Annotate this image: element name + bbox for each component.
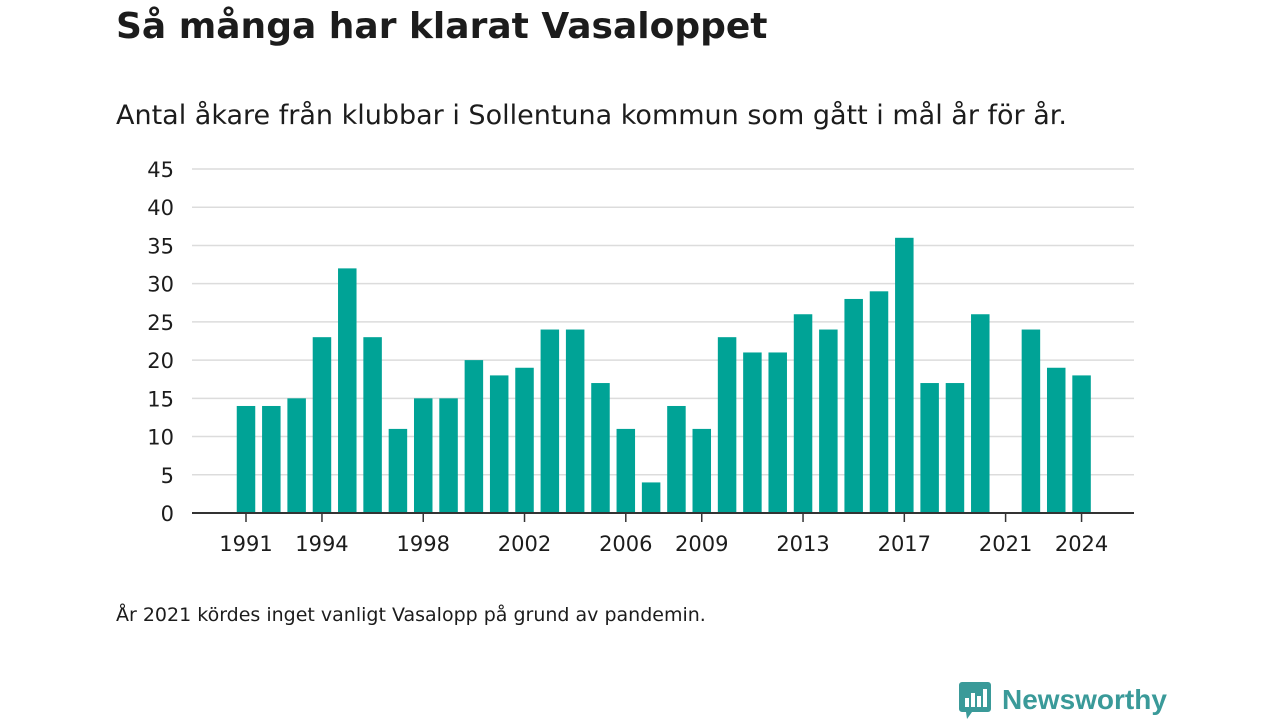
bar-2005	[591, 383, 610, 513]
bar-2023	[1046, 367, 1066, 513]
x-axis-ticks: 1991 1994 1998 2002 2006 2009 2013 2017 2021 2024	[219, 513, 1108, 556]
bar-2019	[945, 383, 965, 513]
bar-1996	[363, 337, 382, 513]
y-tick-label: 25	[147, 311, 174, 335]
x-tick-label: 2009	[675, 532, 728, 556]
chart-title: Så många har klarat Vasaloppet	[116, 6, 768, 47]
bar-1998	[413, 398, 433, 513]
gridlines	[192, 168, 1134, 476]
bar-2014	[819, 329, 838, 513]
y-tick-label: 0	[161, 502, 174, 526]
bar-1993	[287, 398, 306, 513]
bar-2006	[616, 428, 636, 513]
bar-1994	[312, 337, 332, 513]
footnote: År 2021 kördes inget vanligt Vasalopp på…	[116, 604, 706, 626]
y-tick-label: 10	[147, 426, 174, 450]
bar-1997	[388, 428, 408, 513]
bar-1995	[338, 268, 357, 513]
x-tick-label: 1994	[295, 532, 348, 556]
y-tick-label: 20	[147, 349, 174, 373]
y-axis-tick-labels: 0 5 10 15 20 25 30 35 40 45	[147, 158, 174, 526]
x-tick-label: 2002	[498, 532, 551, 556]
bar-2004	[565, 329, 585, 513]
x-tick-label: 2013	[776, 532, 829, 556]
x-tick-label: 2021	[979, 532, 1032, 556]
bar-2002	[515, 367, 534, 513]
chart-subtitle: Antal åkare från klubbar i Sollentuna ko…	[116, 100, 1067, 131]
bar-2022	[1021, 329, 1041, 513]
bar-2024	[1072, 375, 1091, 513]
bar-2003	[540, 329, 560, 513]
bar-2001	[489, 375, 509, 513]
bar-1992	[262, 405, 281, 513]
bar-2000	[464, 360, 484, 513]
x-tick-label: 2017	[878, 532, 931, 556]
bar-1999	[439, 398, 458, 513]
y-tick-label: 35	[147, 234, 174, 258]
bar-2008	[667, 405, 686, 513]
bar-1991	[236, 405, 256, 513]
x-tick-label: 2024	[1055, 532, 1108, 556]
bar-2016	[869, 291, 889, 513]
x-tick-label: 1991	[219, 532, 272, 556]
y-tick-label: 5	[161, 464, 174, 488]
bar-2017	[895, 237, 914, 514]
bar-2012	[768, 352, 787, 513]
brand-name: Newsworthy	[1002, 684, 1167, 715]
bar-2011	[743, 352, 762, 513]
y-tick-label: 30	[147, 273, 174, 297]
bar-2020	[971, 314, 990, 513]
bar-2015	[844, 298, 863, 513]
bar-2007	[641, 482, 661, 513]
bar-2018	[920, 383, 939, 513]
y-tick-label: 15	[147, 387, 174, 411]
bars	[236, 237, 1091, 514]
newsworthy-logo-icon	[959, 682, 991, 719]
bar-2009	[692, 428, 712, 513]
brand-logo: Newsworthy	[958, 680, 1167, 720]
y-tick-label: 45	[147, 158, 174, 182]
y-tick-label: 40	[147, 196, 174, 220]
bar-2010	[717, 337, 737, 513]
bar-2013	[793, 314, 813, 513]
x-tick-label: 1998	[397, 532, 450, 556]
x-tick-label: 2006	[599, 532, 652, 556]
